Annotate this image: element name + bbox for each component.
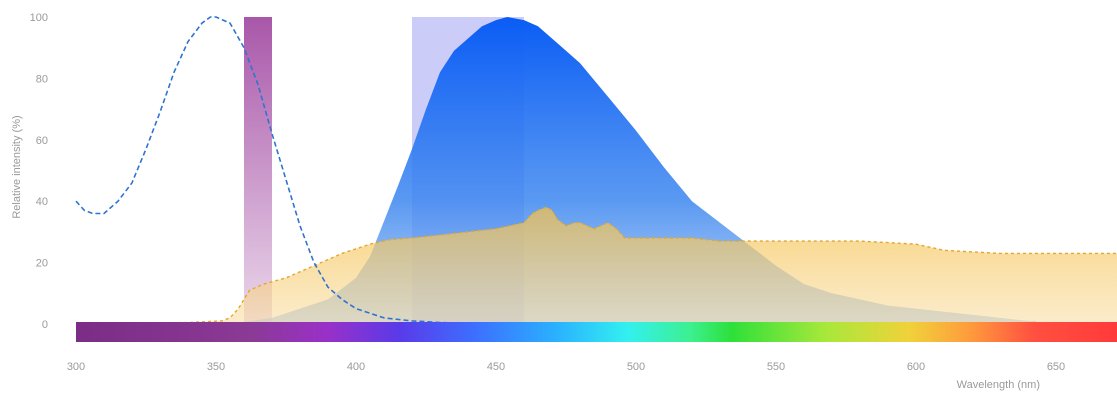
x-tick-label: 300 xyxy=(67,361,85,373)
y-tick-label: 40 xyxy=(36,196,48,208)
x-tick-label: 600 xyxy=(907,361,925,373)
y-tick-label: 20 xyxy=(36,258,48,270)
y-tick-label: 0 xyxy=(42,319,48,331)
x-tick-label: 450 xyxy=(487,361,505,373)
y-axis: 0 20 40 60 80 100 xyxy=(30,12,48,331)
visible-spectrum-bar xyxy=(76,322,1117,342)
series-yellow-line xyxy=(75,206,1117,325)
x-tick-label: 550 xyxy=(767,361,785,373)
y-tick-label: 80 xyxy=(36,73,48,85)
x-tick-label: 500 xyxy=(627,361,645,373)
x-axis-title: Wavelength (nm) xyxy=(957,379,1040,391)
x-axis: 300 350 400 450 500 550 600 650 xyxy=(67,361,1065,373)
x-tick-label: 400 xyxy=(347,361,365,373)
series-yellow-area xyxy=(76,207,1117,324)
y-axis-title: Relative intensity (%) xyxy=(11,115,23,218)
x-tick-label: 350 xyxy=(207,361,225,373)
y-tick-label: 60 xyxy=(36,135,48,147)
x-tick-label: 650 xyxy=(1047,361,1065,373)
y-tick-label: 100 xyxy=(30,12,48,24)
filter-band-1 xyxy=(244,17,272,324)
series-layer xyxy=(75,16,1117,325)
